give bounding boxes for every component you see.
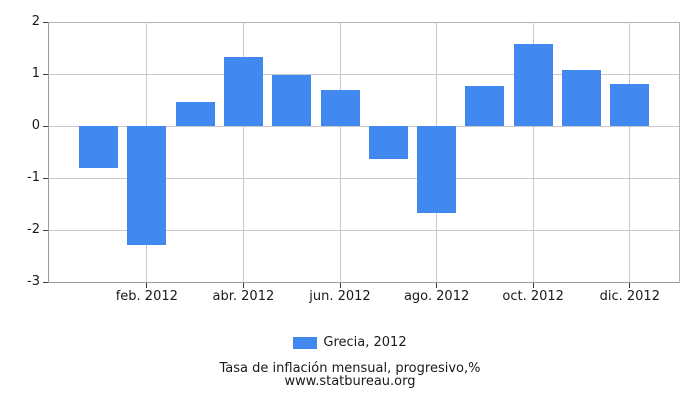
y-tick-label: 1 [31,66,40,81]
y-axis-tick [43,177,49,179]
x-axis-tick [629,283,631,288]
y-axis-tick [43,125,49,127]
gridline-horizontal [49,229,680,231]
chart-title: Tasa de inflación mensual, progresivo,% [219,361,481,376]
x-tick-label: jun. 2012 [309,289,371,304]
gridline-vertical [629,22,631,282]
plot-right-border [679,22,680,283]
bar [223,57,263,126]
y-tick-label: -2 [27,222,40,237]
gridline-vertical [242,22,244,282]
x-tick-label: abr. 2012 [212,289,275,304]
x-axis-tick [532,283,534,288]
bar [417,126,457,214]
bar [368,126,408,160]
legend: Grecia, 2012 [0,335,700,350]
chart-footer: Tasa de inflación mensual, progresivo,% … [0,361,700,389]
x-tick-label: ago. 2012 [403,289,470,304]
gridline-vertical [339,22,341,282]
gridline-horizontal [49,73,680,75]
bar [610,83,650,126]
y-axis-tick [43,21,49,23]
source-url: www.statbureau.org [284,373,416,389]
bar [320,90,360,126]
x-axis-tick [146,283,148,288]
gridline-horizontal [49,125,680,127]
y-tick-label: 2 [31,14,40,29]
x-tick-label: oct. 2012 [502,289,564,304]
legend-label: Grecia, 2012 [323,335,407,350]
y-tick-label: -1 [27,170,40,185]
x-tick-label: dic. 2012 [599,289,660,304]
y-axis-tick [43,73,49,75]
y-axis-tick [43,281,49,283]
x-axis-line [49,282,680,283]
bar [513,43,553,126]
legend-color-swatch [293,336,318,349]
y-axis-line [48,22,49,283]
gridline-horizontal [49,177,680,179]
x-axis-tick [436,283,438,288]
gridline-horizontal [49,21,680,23]
y-tick-label: -3 [27,274,40,289]
bar [175,102,215,126]
x-axis-tick [242,283,244,288]
y-tick-label: 0 [31,118,40,133]
bar [272,74,312,126]
bar [79,126,118,169]
x-axis-tick [339,283,341,288]
bar [465,86,505,126]
x-tick-label: feb. 2012 [115,289,178,304]
gridline-vertical [532,22,534,282]
y-axis-tick [43,229,49,231]
bar [562,70,601,126]
bar [127,126,167,246]
